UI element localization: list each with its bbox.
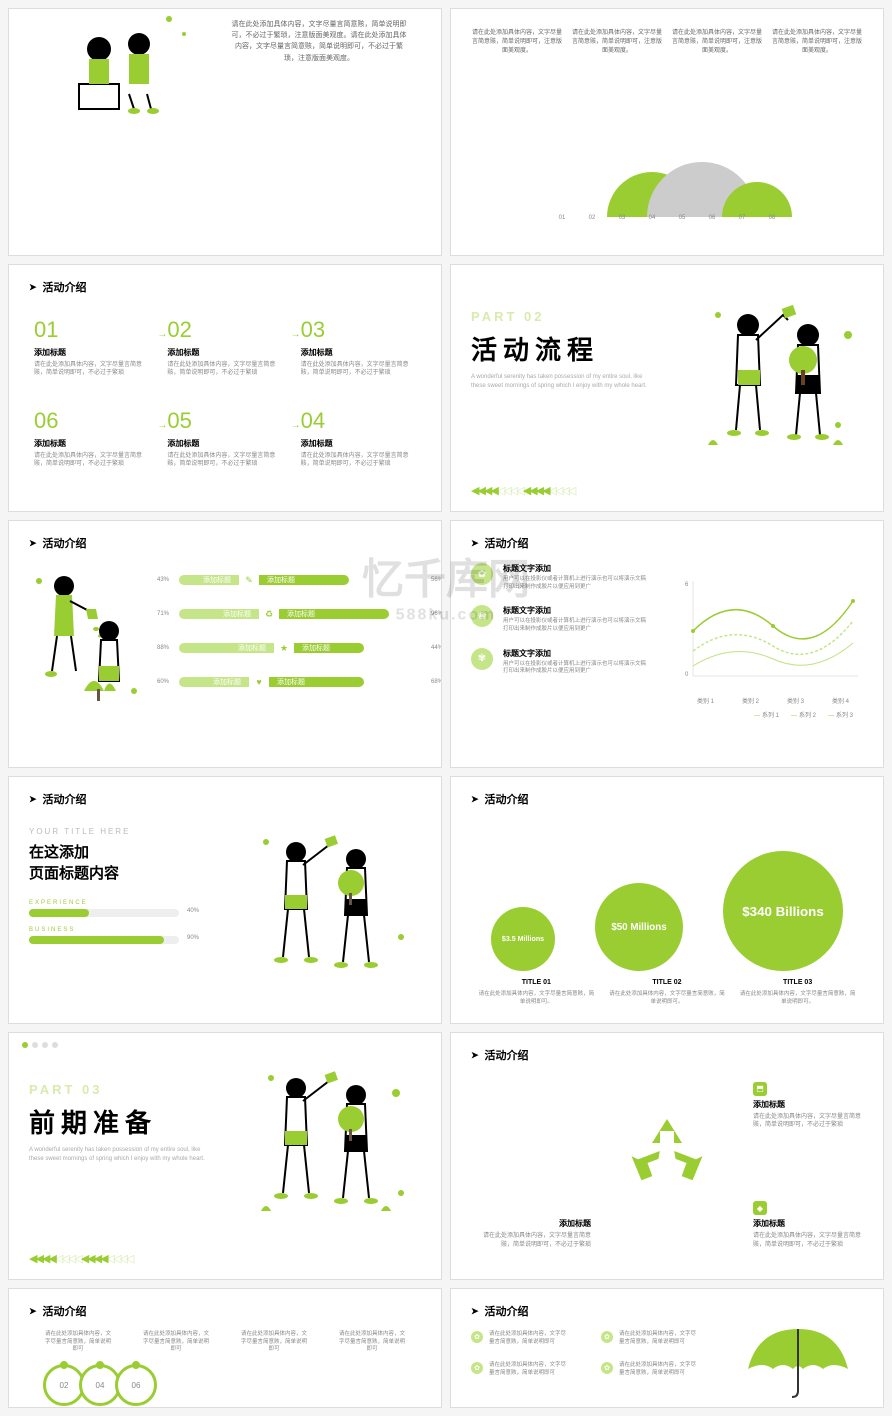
slide10-item-1: ⬒ 添加标题请在此处添加具体内容，文字尽量言简意赅，简单说明即可，不必过于繁琐 (753, 1078, 863, 1129)
mini-icon: ◆ (753, 1201, 767, 1215)
illustration-planting-3 (241, 1053, 421, 1228)
slide-title: 活动介绍 (471, 1047, 863, 1063)
progress-item: EXPERIENCE40% (29, 900, 209, 917)
slide-title: 活动介绍 (29, 279, 421, 295)
bullet-icon: ✿ (471, 1362, 483, 1374)
slide3-item: 02→添加标题请在此处添加具体内容，文字尽量言简意赅，简单说明即可，不必过于繁琐 (167, 317, 282, 378)
list-item: ✾标题文字添加用户可以在投影仪或者计算机上进行演示也可以将演示文稿打印出来制作成… (471, 648, 651, 676)
slide7-title-line2: 页面标题内容 (29, 865, 119, 882)
slide2-chart: 0102030405060708 (547, 155, 787, 235)
bullet-icon: ✿ (471, 1331, 483, 1343)
slide8-labels: TITLE 01请在此处添加具体内容，文字尽量言简意赅，简单说明即可。TITLE… (471, 979, 863, 1007)
bar-icon: ✎ (239, 570, 259, 590)
slide-title: 活动介绍 (471, 791, 863, 807)
slide2-x-axis: 0102030405060708 (547, 215, 787, 221)
slide6-legend: 系列 1系列 2系列 3 (754, 710, 853, 719)
slide1-body: 请在此处添加具体内容，文字尽量言简意赅，简单说明即可，不必过于繁琐，注意版面美观… (229, 19, 409, 64)
slide7-progress-group: EXPERIENCE40% BUSINESS90% (29, 900, 209, 944)
slide-2: 请在此处添加具体内容，文字尽量言简意赅，简单说明即可，注意版面美观度。请在此处添… (450, 8, 884, 256)
item-icon: ❀ (471, 605, 493, 627)
slide-8: 活动介绍 $3.5 Millions $50 Millions $340 Billi… (450, 776, 884, 1024)
mini-icon: ⬒ (753, 1082, 767, 1096)
bubble: $3.5 Millions (491, 907, 555, 971)
slide-11: 活动介绍 请在此处添加具体内容，文字尽量言简意赅，简单说明即可请在此处添加具体内… (8, 1288, 442, 1408)
slide-title: 活动介绍 (471, 1303, 863, 1319)
slide6-line-chart: 60 (683, 561, 863, 701)
slide-10: 活动介绍 ⬒ 添加标题请在此处添加具体内容，文字尽量言简意赅，简单说明即可，不必… (450, 1032, 884, 1280)
svg-text:6: 6 (685, 582, 689, 588)
slide10-item-3: ◆ 添加标题请在此处添加具体内容，文字尽量言简意赅，简单说明即可，不必过于繁琐 (753, 1198, 863, 1249)
item-icon: ✿ (471, 563, 493, 585)
slide-part02: PART 02 活动流程 A wonderful serenity has ta… (450, 264, 884, 512)
slide3-item: 05→添加标题请在此处添加具体内容，文字尽量言简意赅，简单说明即可，不必过于繁琐 (167, 408, 282, 469)
chevron-decoration: ◀◀◀◀◁◁◁◁◀◀◀◀◁◁◁◁ (471, 484, 574, 497)
slide12-grid: ✿请在此处添加具体内容，文字尽量言简意赅，简单说明即可 ✿请在此处添加具体内容，文… (471, 1331, 701, 1378)
recycle-icon (622, 1111, 712, 1201)
slide-6: 活动介绍 ✿标题文字添加用户可以在投影仪或者计算机上进行演示也可以将演示文稿打印… (450, 520, 884, 768)
progress-bar-row: 88%添加标题★添加标题44% (179, 637, 421, 659)
slide-3: 活动介绍 01→添加标题请在此处添加具体内容，文字尽量言简意赅，简单说明即可，不… (8, 264, 442, 512)
slide2-columns: 请在此处添加具体内容，文字尽量言简意赅，简单说明即可，注意版面美观度。请在此处添… (471, 29, 863, 56)
slide-1: 请在此处添加具体内容，文字尽量言简意赅，简单说明即可，不必过于繁琐，注意版面美观… (8, 8, 442, 256)
slide-title: 活动介绍 (29, 791, 421, 807)
illustration-people-sitting (29, 8, 199, 119)
grid-item: ✿请在此处添加具体内容，文字尽量言简意赅，简单说明即可 (601, 1331, 701, 1346)
grid-item: ✿请在此处添加具体内容，文字尽量言简意赅，简单说明即可 (471, 1331, 571, 1346)
slide-5: 活动介绍 43%添加标题✎添加标题56% 71%添加标题♻添加标题96% 88%添加… (8, 520, 442, 768)
bar-icon: ★ (274, 638, 294, 658)
slide-12: 活动介绍 ✿请在此处添加具体内容，文字尽量言简意赅，简单说明即可✿请在此处添加具… (450, 1288, 884, 1408)
slide5-bars: 43%添加标题✎添加标题56% 71%添加标题♻添加标题96% 88%添加标题★添加… (179, 569, 421, 693)
bullet-icon: ✿ (601, 1331, 613, 1343)
chevron-decoration: ◀◀◀◀◁◁◁◁◀◀◀◀◁◁◁◁ (29, 1252, 132, 1265)
umbrella-icon (738, 1319, 858, 1399)
bubble: $340 Billions (723, 851, 843, 971)
slide-grid: 请在此处添加具体内容，文字尽量言简意赅，简单说明即可，不必过于繁琐，注意版面美观… (8, 8, 884, 1408)
svg-text:0: 0 (685, 672, 689, 678)
slide3-grid: 01→添加标题请在此处添加具体内容，文字尽量言简意赅，简单说明即可，不必过于繁琐… (29, 307, 421, 479)
slide11-circles: 020406 (49, 1364, 421, 1406)
illustration-planting (688, 285, 868, 465)
illustration-watering (24, 561, 154, 721)
bar-icon: ♻ (259, 604, 279, 624)
part03-subtitle: A wonderful serenity has taken possessio… (29, 1146, 209, 1164)
bubble: $50 Millions (595, 883, 683, 971)
slide-part03: PART 03 前期准备 A wonderful serenity has ta… (8, 1032, 442, 1280)
list-item: ❀标题文字添加用户可以在投影仪或者计算机上进行演示也可以将演示文稿打印出来制作成… (471, 605, 651, 633)
slide-7: 活动介绍 YOUR TITLE HERE 在这添加页面标题内容 EXPERIEN… (8, 776, 442, 1024)
slide7-title-line1: 在这添加 (29, 844, 89, 861)
dots-indicator (21, 1041, 61, 1049)
bullet-icon: ✿ (601, 1362, 613, 1374)
grid-item: ✿请在此处添加具体内容，文字尽量言简意赅，简单说明即可 (471, 1362, 571, 1377)
slide6-xlabels: 类别 1类别 2类别 3类别 4 (683, 696, 863, 705)
slide3-item: 06→添加标题请在此处添加具体内容，文字尽量言简意赅，简单说明即可，不必过于繁琐 (34, 408, 149, 469)
grid-item: ✿请在此处添加具体内容，文字尽量言简意赅，简单说明即可 (601, 1362, 701, 1377)
bar-icon: ♥ (249, 672, 269, 692)
slide-title: 活动介绍 (471, 535, 863, 551)
slide6-list: ✿标题文字添加用户可以在投影仪或者计算机上进行演示也可以将演示文稿打印出来制作成… (471, 563, 651, 690)
progress-item: BUSINESS90% (29, 927, 209, 944)
slide3-item: 01→添加标题请在此处添加具体内容，文字尽量言简意赅，简单说明即可，不必过于繁琐 (34, 317, 149, 378)
part02-subtitle: A wonderful serenity has taken possessio… (471, 373, 651, 391)
slide7-subtitle: YOUR TITLE HERE (29, 827, 209, 836)
progress-bar-row: 71%添加标题♻添加标题96% (179, 603, 421, 625)
slide11-top-text: 请在此处添加具体内容，文字尽量言简意赅，简单说明即可请在此处添加具体内容，文字尽… (29, 1331, 421, 1354)
number-circle: 06 (115, 1364, 157, 1406)
item-icon: ✾ (471, 648, 493, 670)
list-item: ✿标题文字添加用户可以在投影仪或者计算机上进行演示也可以将演示文稿打印出来制作成… (471, 563, 651, 591)
progress-bar-row: 43%添加标题✎添加标题56% (179, 569, 421, 591)
illustration-planting-2 (241, 817, 421, 987)
progress-bar-row: 60%添加标题♥添加标题68% (179, 671, 421, 693)
slide-title: 活动介绍 (29, 1303, 421, 1319)
slide3-item: 04添加标题请在此处添加具体内容，文字尽量言简意赅，简单说明即可，不必过于繁琐 (301, 408, 416, 469)
slide10-item-2: 添加标题请在此处添加具体内容，文字尽量言简意赅，简单说明即可，不必过于繁琐 (481, 1218, 591, 1249)
slide3-item: 03添加标题请在此处添加具体内容，文字尽量言简意赅，简单说明即可，不必过于繁琐 (301, 317, 416, 378)
slide8-bubbles: $3.5 Millions $50 Millions $340 Billions (471, 821, 863, 971)
slide-title: 活动介绍 (29, 535, 421, 551)
